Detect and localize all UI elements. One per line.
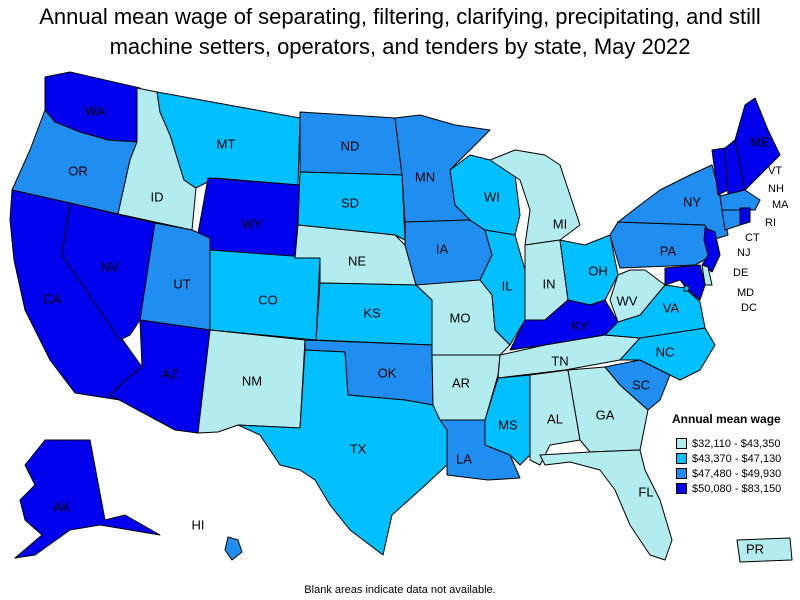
state-me[interactable] [734, 97, 781, 191]
legend-title: Annual mean wage [672, 412, 781, 426]
state-label-co: CO [258, 292, 278, 307]
state-label-ga: GA [596, 407, 615, 422]
legend-swatch [676, 468, 687, 479]
footnote: Blank areas indicate data not available. [304, 584, 496, 596]
state-label-tn: TN [551, 353, 568, 368]
state-label-pa: PA [660, 243, 677, 258]
state-label-ne: NE [348, 253, 366, 268]
state-label-pr: PR [746, 541, 764, 556]
state-label-id: ID [151, 189, 164, 204]
state-wv[interactable] [609, 269, 666, 323]
state-label-il: IL [502, 278, 513, 293]
state-label-al: AL [547, 411, 563, 426]
legend-swatch [676, 483, 687, 494]
state-label-or: OR [68, 163, 88, 178]
state-label-me: ME [750, 134, 770, 149]
state-sd[interactable] [297, 171, 406, 241]
state-label-fl: FL [638, 484, 653, 499]
state-pr[interactable] [736, 537, 793, 563]
state-label-ok: OK [378, 365, 397, 380]
state-label-nm: NM [242, 373, 262, 388]
state-label-nj: NJ [737, 247, 750, 259]
state-ri[interactable] [739, 207, 751, 226]
state-fl[interactable] [539, 449, 673, 561]
state-ia[interactable] [404, 219, 493, 286]
state-label-ks: KS [363, 305, 381, 320]
legend-swatch [676, 453, 687, 464]
state-label-ri: RI [765, 217, 776, 229]
state-label-nd: ND [341, 138, 360, 153]
state-label-md: MD [737, 287, 754, 299]
state-label-vt: VT [768, 165, 782, 177]
state-label-ny: NY [683, 194, 701, 209]
state-de[interactable] [701, 264, 713, 286]
map-title: Annual mean wage of separating, filterin… [39, 4, 761, 59]
state-label-ct: CT [745, 232, 760, 244]
state-label-mt: MT [217, 136, 236, 151]
legend-item: $43,370 - $47,130 [672, 451, 800, 466]
state-tx[interactable] [237, 349, 448, 556]
state-label-ut: UT [173, 276, 190, 291]
state-wi[interactable] [449, 154, 521, 236]
state-label-ia: IA [436, 241, 449, 256]
state-hi[interactable] [224, 536, 243, 561]
state-ct[interactable] [721, 209, 741, 231]
state-label-ms: MS [498, 417, 518, 432]
state-label-tx: TX [350, 441, 367, 456]
legend-label: $32,110 - $43,350 [692, 437, 781, 450]
state-label-wv: WV [617, 293, 638, 308]
legend-label: $47,480 - $49,930 [692, 467, 782, 480]
state-label-wi: WI [484, 189, 500, 204]
state-label-nv: NV [101, 259, 119, 274]
state-label-mi: MI [553, 216, 567, 231]
state-label-mo: MO [450, 310, 471, 325]
state-il[interactable] [479, 229, 526, 346]
legend-item: $50,080 - $83,150 [672, 481, 800, 496]
state-label-oh: OH [588, 263, 608, 278]
legend-swatch [676, 438, 687, 449]
state-label-de: DE [733, 267, 748, 279]
state-label-az: AZ [162, 366, 179, 381]
state-label-ar: AR [452, 375, 470, 390]
legend: Annual mean wage $32,110 - $43,350 $43,3… [672, 412, 800, 496]
state-label-ak: AK [53, 499, 71, 514]
legend-label: $50,080 - $83,150 [692, 482, 782, 495]
state-ma[interactable] [719, 189, 761, 211]
legend-label: $43,370 - $47,130 [692, 452, 782, 465]
state-dc[interactable] [683, 285, 690, 292]
state-label-wa: WA [85, 103, 106, 118]
state-ky[interactable] [509, 299, 619, 351]
state-label-va: VA [663, 300, 680, 315]
legend-item: $47,480 - $49,930 [672, 466, 800, 481]
state-label-dc: DC [741, 302, 757, 314]
state-label-ma: MA [772, 199, 789, 211]
state-label-hi: HI [192, 517, 205, 532]
state-label-la: LA [456, 451, 472, 466]
state-label-sc: SC [632, 377, 650, 392]
legend-item: $32,110 - $43,350 [672, 436, 800, 451]
state-mt[interactable] [156, 91, 301, 189]
state-label-wy: WY [242, 216, 263, 231]
state-ak[interactable] [14, 439, 161, 559]
state-label-ky: KY [571, 318, 589, 333]
state-md[interactable] [664, 264, 706, 301]
state-label-ca: CA [43, 291, 61, 306]
state-label-nc: NC [656, 344, 675, 359]
state-label-mn: MN [415, 169, 435, 184]
state-label-nh: NH [768, 183, 784, 195]
state-label-sd: SD [341, 195, 359, 210]
state-label-in: IN [543, 276, 556, 291]
state-mi[interactable] [489, 149, 581, 246]
